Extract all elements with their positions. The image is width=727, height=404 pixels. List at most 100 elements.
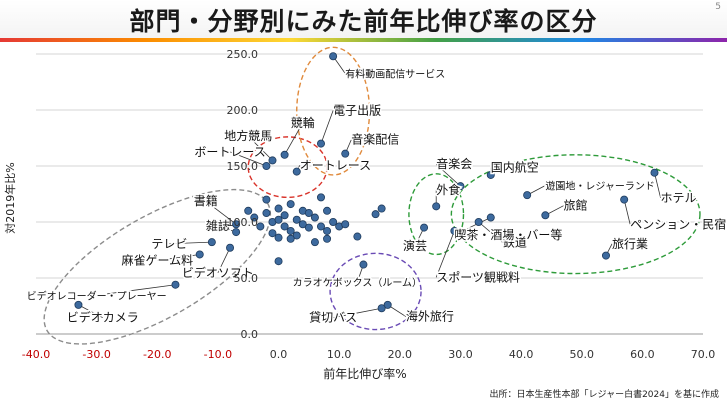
data-point bbox=[432, 202, 441, 211]
point-label: ビデオカメラ bbox=[67, 310, 139, 325]
axis-ticks: 0.0 50.0 100.0 150.0 200.0 250.0 -40.0 -30.0 -20… bbox=[22, 48, 715, 361]
x-tick-label: 20.0 bbox=[388, 348, 413, 361]
point-label: ペンション・民宿 bbox=[630, 217, 726, 232]
point-label: 喫茶・酒場・バー等 bbox=[454, 227, 562, 242]
point-label: 旅行業 bbox=[612, 237, 648, 251]
data-point bbox=[323, 206, 332, 215]
leader-line bbox=[205, 200, 237, 225]
data-point bbox=[486, 213, 495, 222]
data-point bbox=[601, 251, 610, 260]
leader-line bbox=[320, 110, 334, 144]
data-point bbox=[262, 195, 271, 204]
point-label: 旅館 bbox=[564, 198, 588, 213]
y-tick-label: 200.0 bbox=[227, 104, 259, 117]
x-tick-label: -10.0 bbox=[204, 348, 232, 361]
x-axis-label: 前年比伸び率% bbox=[323, 366, 406, 381]
x-tick-label: 30.0 bbox=[448, 348, 473, 361]
data-point bbox=[450, 226, 459, 235]
x-tick-label: 40.0 bbox=[509, 348, 534, 361]
title-band bbox=[0, 0, 727, 40]
leader-line bbox=[96, 284, 176, 296]
point-label: 遊園地・レジャーランド bbox=[545, 180, 655, 193]
data-point bbox=[280, 150, 289, 159]
data-point bbox=[341, 149, 350, 158]
data-point bbox=[316, 222, 325, 231]
group-ellipse bbox=[247, 136, 328, 199]
y-tick-label: 0.0 bbox=[241, 328, 259, 341]
point-label: 貸切バス bbox=[309, 310, 357, 325]
leader-line bbox=[623, 199, 631, 225]
data-point bbox=[286, 234, 295, 243]
data-point bbox=[232, 220, 241, 229]
y-tick-label: 50.0 bbox=[234, 272, 259, 285]
data-point bbox=[195, 250, 204, 259]
data-point bbox=[377, 204, 386, 213]
y-axis-label: 対2019年比% bbox=[3, 162, 17, 233]
data-point bbox=[456, 182, 465, 191]
data-point bbox=[620, 195, 629, 204]
leader-line bbox=[284, 122, 304, 155]
data-point bbox=[268, 229, 277, 238]
group-ellipse bbox=[296, 46, 371, 176]
y-tick-label: 100.0 bbox=[227, 216, 259, 229]
data-point bbox=[650, 168, 659, 177]
data-point bbox=[371, 210, 380, 219]
point-label: 書籍 bbox=[194, 193, 218, 208]
data-point bbox=[377, 304, 386, 313]
data-point bbox=[74, 300, 83, 309]
data-point bbox=[292, 231, 301, 240]
page-title: 部門・分野別にみた前年比伸び率の区分 bbox=[129, 7, 598, 36]
point-label: 外食 bbox=[436, 182, 460, 197]
data-point bbox=[316, 193, 325, 202]
leader-line bbox=[654, 172, 661, 198]
data-point bbox=[323, 226, 332, 235]
data-point bbox=[274, 257, 283, 266]
point-label: 地方競馬 bbox=[224, 128, 272, 143]
x-tick-label: -20.0 bbox=[143, 348, 171, 361]
data-point bbox=[274, 204, 283, 213]
data-point bbox=[268, 156, 277, 165]
data-point bbox=[383, 300, 392, 309]
data-point bbox=[316, 139, 325, 148]
data-point bbox=[171, 280, 180, 289]
data-point bbox=[329, 52, 338, 61]
group-ellipses bbox=[43, 46, 701, 345]
data-point bbox=[292, 215, 301, 224]
data-point bbox=[292, 167, 301, 176]
point-label: 競輪 bbox=[291, 115, 315, 130]
data-point bbox=[359, 260, 368, 269]
data-point bbox=[298, 220, 307, 229]
point-label: 麻雀ゲーム料 bbox=[121, 253, 193, 268]
group-ellipse bbox=[329, 252, 422, 331]
point-label: 雑誌 bbox=[206, 218, 230, 233]
point-label: 音楽配信 bbox=[351, 132, 399, 147]
data-point bbox=[207, 238, 216, 247]
point-label: 海外旅行 bbox=[406, 309, 454, 324]
data-point bbox=[486, 170, 495, 179]
data-point bbox=[304, 223, 313, 232]
point-label: 有料動画配信サービス bbox=[345, 68, 445, 81]
title-underline bbox=[0, 38, 727, 42]
data-points bbox=[74, 52, 659, 313]
y-tick-label: 150.0 bbox=[227, 160, 259, 173]
leader-line bbox=[169, 241, 212, 245]
leader-line bbox=[78, 304, 103, 319]
data-point bbox=[274, 233, 283, 242]
leader-line bbox=[229, 151, 267, 167]
x-tick-label: 60.0 bbox=[630, 348, 655, 361]
leader-line bbox=[454, 217, 491, 236]
leader-line bbox=[217, 247, 231, 274]
data-point bbox=[274, 215, 283, 224]
leader-line bbox=[157, 254, 200, 261]
y-tick-label: 250.0 bbox=[227, 48, 259, 61]
leader-line bbox=[435, 163, 461, 187]
point-label: スポーツ観戦料 bbox=[436, 270, 520, 284]
data-point bbox=[341, 220, 350, 229]
x-tick-label: 10.0 bbox=[327, 348, 352, 361]
data-point bbox=[226, 243, 235, 252]
page-number: 5 bbox=[715, 2, 721, 12]
data-point bbox=[286, 200, 295, 209]
point-label: カラオケボックス（ルーム） bbox=[293, 277, 422, 289]
